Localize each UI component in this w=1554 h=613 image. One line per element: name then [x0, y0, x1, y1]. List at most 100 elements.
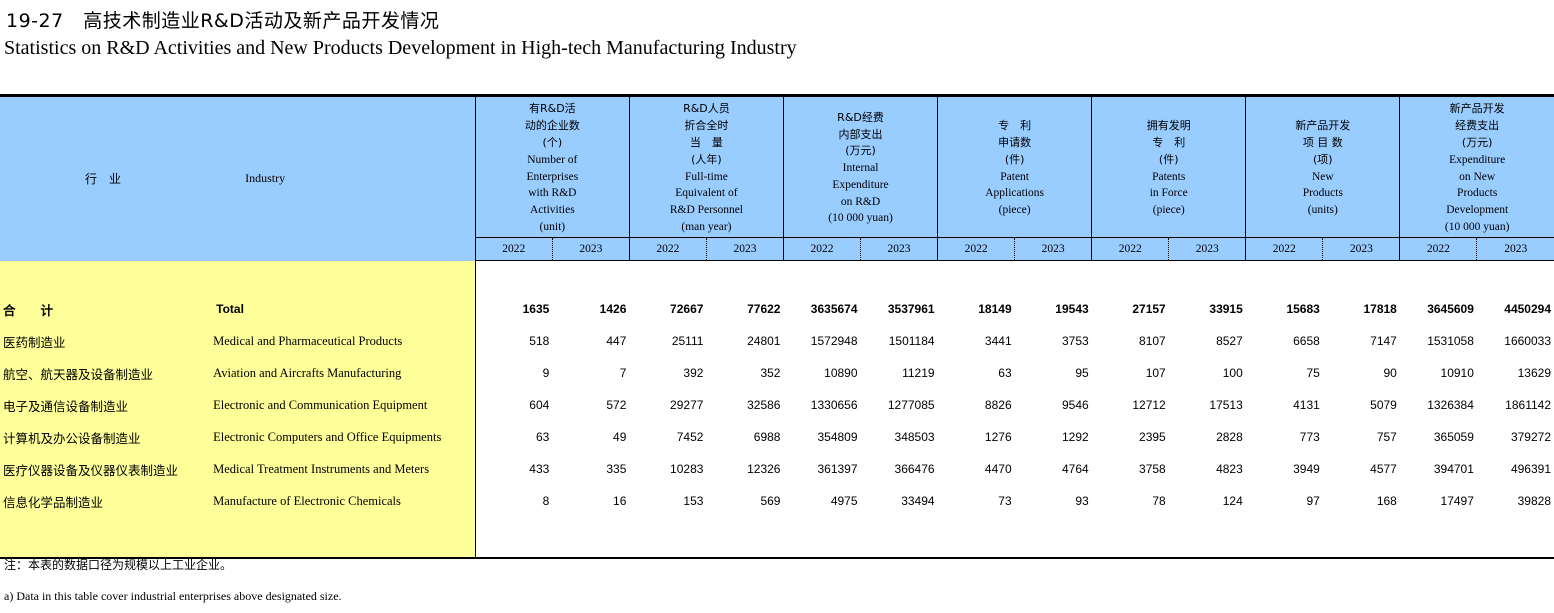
column-header-cn: 折合全时 — [684, 119, 729, 133]
value-cell: 5079 — [1370, 398, 1397, 412]
column-header-cn: (件) — [1004, 152, 1025, 166]
column-header-cn: 动的企业数 — [524, 119, 580, 133]
header-row: 行 业 Industry 有R&D活 动的企业数 (个) Number of Enterpr… — [0, 94, 1554, 261]
column-header-cn: 当 量 — [689, 135, 723, 149]
value-cell: 447 — [606, 334, 627, 348]
value-cell: 1292 — [1061, 430, 1089, 444]
column-header-en: in Force — [1149, 187, 1188, 200]
value-cell: 1501184 — [888, 334, 935, 348]
value-cell: 604 — [474, 389, 553, 421]
column-header-en: New — [1311, 170, 1334, 183]
value-cell: 572 — [606, 398, 627, 412]
industry-header-cn: 行 业 — [0, 94, 206, 261]
industry-name-cn: 医疗仪器设备及仪器仪表制造业 — [0, 453, 206, 485]
column-header-en: Equivalent of — [675, 187, 738, 200]
column-header-cn: 专 利 — [998, 119, 1032, 133]
value-cell: 379272 — [1510, 430, 1551, 444]
value-cell: 10910 — [1440, 366, 1474, 380]
industry-name-cn: 医药制造业 — [0, 325, 206, 357]
column-header-cn: 经费支出 — [1455, 119, 1500, 133]
value-cell: 569 — [760, 494, 781, 508]
value-cell: 8826 — [984, 398, 1012, 412]
value-cell: 757 — [1376, 430, 1397, 444]
value-cell: 1635 — [474, 293, 553, 325]
value-cell: 75 — [1306, 366, 1320, 380]
value-cell: 3949 — [1293, 462, 1320, 476]
column-header-cn: 申请数 — [998, 135, 1032, 149]
value-cell: 13629 — [1517, 366, 1551, 380]
value-cell: 3441 — [984, 334, 1012, 348]
value-cell: 518 — [474, 325, 553, 357]
year-label: 2023 — [705, 237, 784, 261]
value-cell: 7 — [619, 366, 627, 380]
value-cell: 17513 — [1209, 398, 1243, 412]
value-cell: 95 — [1075, 366, 1089, 380]
value-cell: 6988 — [753, 430, 781, 444]
value-cell: 392 — [683, 366, 704, 380]
value-cell: 7147 — [1370, 334, 1397, 348]
value-cell: 3537961 — [887, 302, 935, 316]
column-header-cn: (人年) — [691, 152, 722, 166]
value-cell: 10283 — [670, 462, 704, 476]
column-header-en: (piece) — [1152, 204, 1185, 217]
column-header-en: Number of — [527, 153, 578, 166]
column-header-en: (10 000 yuan) — [1444, 220, 1510, 233]
table-row: 航空、航天器及设备制造业 Aviation and Aircrafts Manuf… — [0, 357, 1554, 389]
value-cell: 78 — [1152, 494, 1166, 508]
column-header: R&D人员 折合全时当 量 (人年) Full-time Equivalent of R&… — [628, 94, 784, 238]
value-cell: 49 — [613, 430, 627, 444]
value-cell: 4470 — [984, 462, 1012, 476]
value-cell: 4975 — [830, 494, 858, 508]
value-cell: 12326 — [747, 462, 781, 476]
value-cell: 8527 — [1216, 334, 1243, 348]
value-cell: 2828 — [1216, 430, 1243, 444]
year-label: 2022 — [1245, 237, 1323, 261]
column-header: 拥有发明专 利 (件) Patents in Force (piece) — [1091, 94, 1246, 238]
value-cell: 4131 — [1293, 398, 1320, 412]
total-row: 合 计 Total 1635 1426 72667 77622 3635674 3537961… — [0, 293, 1554, 325]
column-header: 专 利申请数 (件) Patent Applications (piece) — [937, 94, 1092, 238]
column-header-en: (piece) — [998, 204, 1031, 217]
industry-name-en: Electronic Computers and Office Equipmen… — [205, 421, 476, 453]
value-cell: 4823 — [1216, 462, 1243, 476]
industry-name-cn: 航空、航天器及设备制造业 — [0, 357, 206, 389]
column-header-en: Patents — [1152, 170, 1186, 183]
footnote-en: a) Data in this table cover industrial e… — [4, 589, 342, 603]
column-header-cn: 有R&D活 — [528, 102, 576, 116]
value-cell: 1277085 — [887, 398, 935, 412]
column-header-en: (man year) — [681, 220, 732, 233]
value-cell: 63 — [998, 366, 1012, 380]
column-header-en: (10 000 yuan) — [828, 212, 893, 225]
value-cell: 352 — [760, 366, 781, 380]
industry-name-cn: 信息化学品制造业 — [0, 485, 206, 517]
column-header-en: with R&D — [528, 187, 577, 200]
table-row: 计算机及办公设备制造业 Electronic Computers and Offi… — [0, 421, 1554, 453]
value-cell: 773 — [1299, 430, 1320, 444]
year-label: 2023 — [1322, 237, 1400, 261]
value-cell: 1531058 — [1427, 334, 1474, 348]
value-cell: 348503 — [894, 430, 935, 444]
value-cell: 433 — [474, 453, 553, 485]
industry-name-en: Total — [205, 293, 476, 325]
column-header-en: Enterprises — [526, 170, 579, 183]
value-cell: 4764 — [1061, 462, 1089, 476]
value-cell: 3635674 — [810, 302, 858, 316]
industry-name-en: Electronic and Communication Equipment — [205, 389, 476, 421]
column-header-en: Patent — [1000, 170, 1029, 183]
value-cell: 16 — [613, 494, 627, 508]
value-cell: 73 — [998, 494, 1012, 508]
value-cell: 124 — [1222, 494, 1243, 508]
column-header-cn: R&D经费 — [837, 110, 884, 124]
value-cell: 24801 — [747, 334, 781, 348]
column-header-cn: (万元) — [845, 144, 876, 158]
industry-name-cn: 合 计 — [0, 293, 206, 325]
column-header-en: Internal — [842, 162, 879, 175]
column-header-cn: (件) — [1158, 152, 1179, 166]
footnote-cn: 注：本表的数据口径为规模以上工业企业。 — [4, 558, 233, 572]
value-cell: 354809 — [817, 430, 858, 444]
column-header-en: R&D Personnel — [669, 204, 743, 217]
column-header-en: on New — [1459, 170, 1496, 183]
value-cell: 9 — [474, 357, 553, 389]
year-label: 2022 — [1091, 237, 1169, 261]
value-cell: 29277 — [670, 398, 704, 412]
